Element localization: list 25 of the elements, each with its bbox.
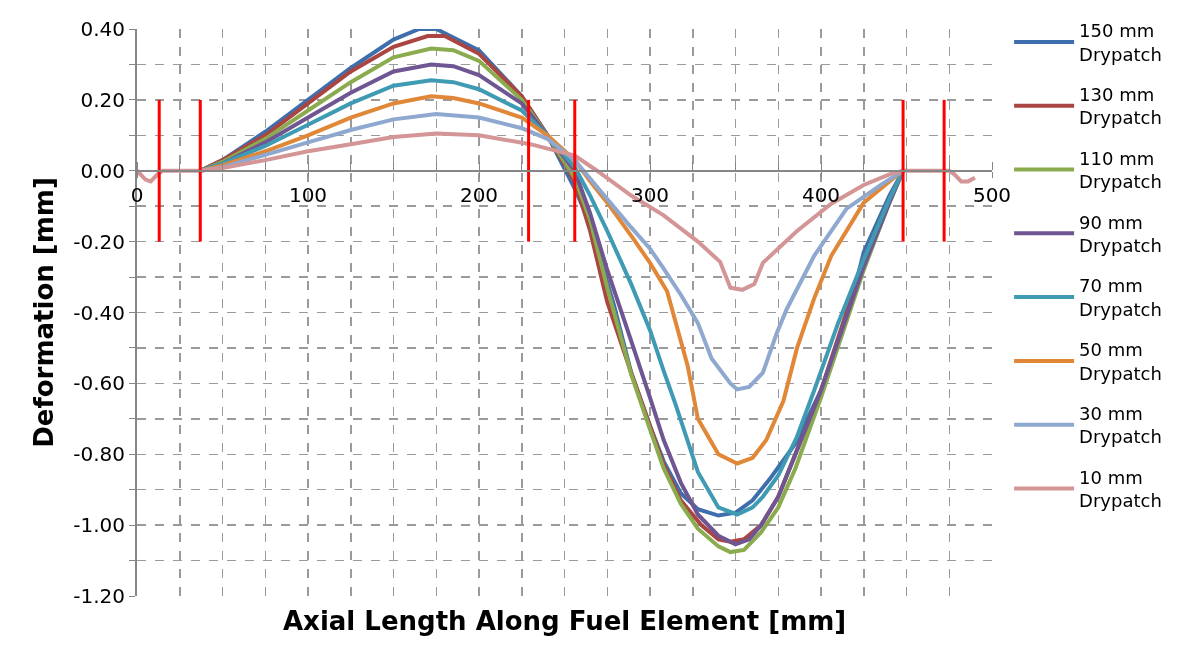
y-tick-label: -0.80 — [73, 442, 125, 467]
legend-label: 10 mm Drypatch — [1079, 466, 1162, 512]
x-tick-label: 0 — [130, 182, 144, 207]
legend-label: 90 mm Drypatch — [1079, 211, 1162, 257]
y-tick-label: -1.00 — [73, 513, 125, 538]
legend-label: 70 mm Drypatch — [1079, 275, 1162, 320]
y-tick-label: -1.20 — [73, 584, 125, 608]
x-tick-label: 200 — [459, 182, 499, 207]
y-tick-label: 0.00 — [80, 158, 125, 183]
y-tick-label: 0.40 — [80, 17, 125, 41]
y-axis-title: Deformation [mm] — [29, 177, 60, 448]
y-tick-label: 0.20 — [80, 87, 125, 112]
legend-label: 50 mm Drypatch — [1079, 339, 1162, 384]
y-tick-label: -0.40 — [73, 300, 125, 325]
y-tick-label: -0.60 — [73, 371, 125, 396]
x-tick-label: 300 — [630, 182, 670, 207]
legend-label: 30 mm Drypatch — [1079, 403, 1162, 448]
legend-label: 110 mm Drypatch — [1079, 147, 1162, 193]
legend-label: 130 mm Drypatch — [1079, 84, 1162, 129]
x-tick-label: 400 — [801, 182, 841, 207]
x-tick-label: 100 — [288, 182, 328, 207]
x-tick-label: 500 — [972, 182, 1012, 207]
y-tick-label: -0.20 — [73, 229, 125, 254]
legend-label: 150 mm Drypatch — [1079, 20, 1162, 65]
x-axis-title: Axial Length Along Fuel Element [mm] — [283, 606, 847, 636]
